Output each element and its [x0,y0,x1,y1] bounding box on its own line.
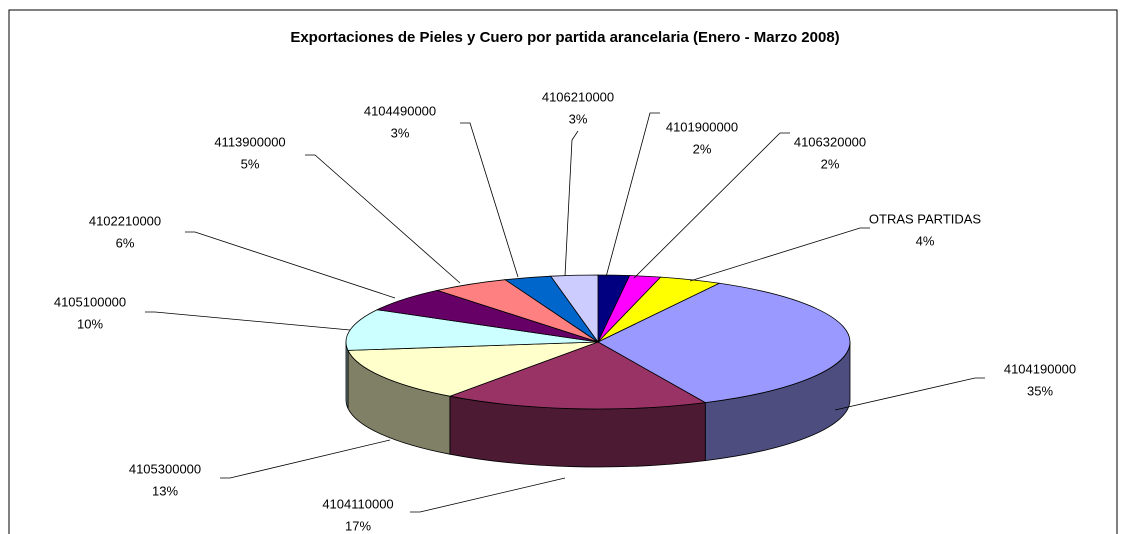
leader-line [633,132,790,279]
slice [345,309,599,351]
leader-line [220,439,391,479]
category-label: 4102210000 [89,213,161,228]
value-label: 3% [391,125,410,140]
leader-line [305,154,461,284]
slice [597,282,851,404]
value-label: 6% [116,235,135,250]
value-label: 17% [345,518,371,533]
category-label: OTRAS PARTIDAS [869,211,982,226]
labels: 4101900000 2% 4106320000 2% OTRAS PARTIDAS 4%… [54,89,1076,533]
value-label: 2% [821,156,840,171]
category-label: 4113900000 [214,134,285,149]
value-label: 3% [569,111,588,126]
category-label: 4106320000 [794,134,866,149]
value-label: 4% [916,233,935,248]
leader-line [460,122,519,278]
value-label: 5% [241,156,260,171]
slice [448,341,707,410]
slice [550,274,599,344]
category-label: 4104190000 [1004,361,1076,376]
leader-line [605,112,660,278]
value-label: 10% [77,316,103,331]
category-label: 4106210000 [542,89,614,104]
leader-line [689,227,870,282]
category-label: 4105300000 [129,461,201,476]
leader-line [564,130,579,277]
chart-title: Exportaciones de Pieles y Cuero por part… [290,29,839,46]
slice [347,341,599,397]
value-label: 2% [693,141,712,156]
category-label: 4104110000 [322,496,393,511]
category-label: 4104490000 [364,103,436,118]
leader-line [145,311,351,331]
category-label: 4105100000 [54,294,126,309]
category-label: 4101900000 [666,119,738,134]
value-label: 35% [1027,383,1053,398]
leader-line [410,477,566,513]
pie [345,274,851,468]
value-label: 13% [152,483,178,498]
slice-side [345,341,349,409]
leader-line [834,377,985,411]
leader-line [185,231,396,299]
